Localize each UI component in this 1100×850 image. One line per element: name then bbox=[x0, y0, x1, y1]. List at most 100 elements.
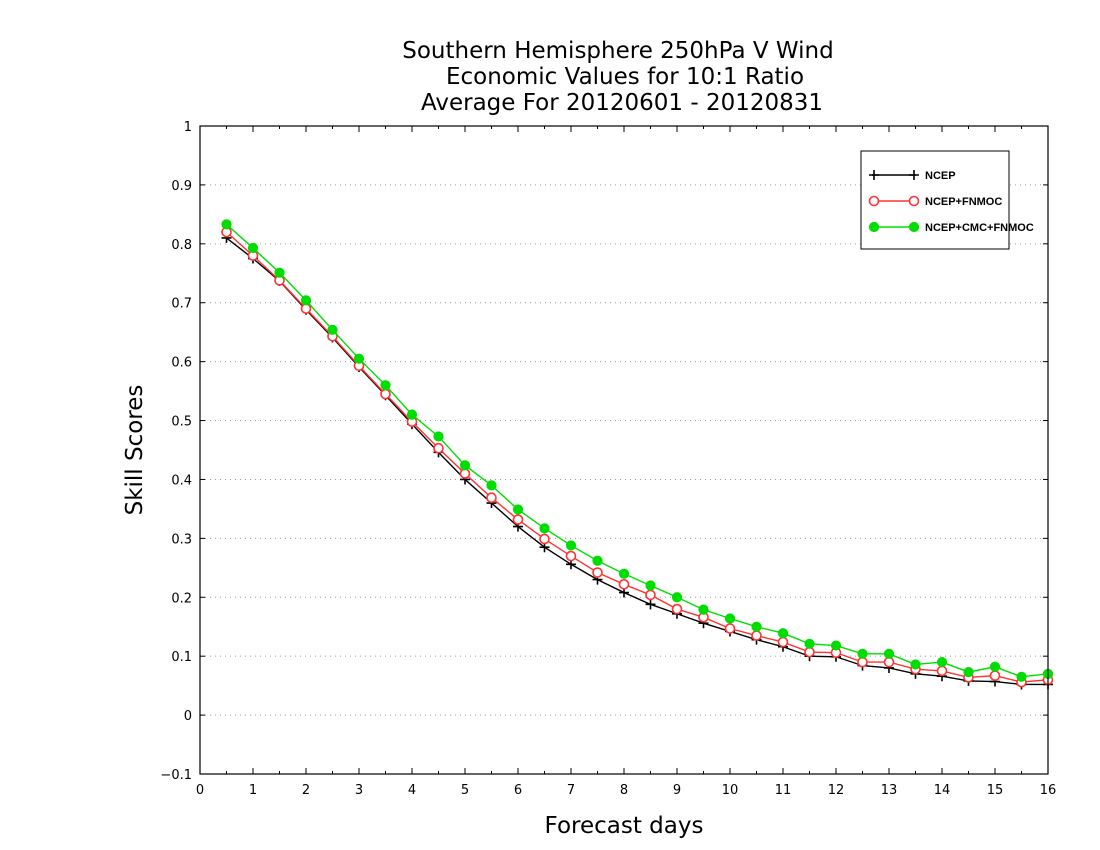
x-tick-label: 9 bbox=[673, 783, 681, 798]
data-point bbox=[486, 492, 497, 504]
legend-label: NCEP+FNMOC bbox=[925, 196, 1002, 208]
x-tick-label: 7 bbox=[567, 783, 575, 798]
legend-item: NCEP+CMC+FNMOC bbox=[868, 221, 1034, 234]
data-point bbox=[539, 523, 550, 534]
grid-lines bbox=[200, 184, 1048, 716]
x-tick-label: 4 bbox=[408, 783, 416, 798]
data-point bbox=[565, 550, 577, 562]
data-point bbox=[459, 460, 471, 471]
y-tick-label: 0.7 bbox=[171, 297, 192, 312]
data-point bbox=[433, 431, 444, 442]
x-tick-label: 2 bbox=[302, 783, 310, 798]
data-point bbox=[645, 580, 656, 591]
y-tick-label: −0.1 bbox=[160, 768, 192, 783]
data-point bbox=[777, 628, 789, 639]
data-point bbox=[618, 579, 630, 590]
plot-frame bbox=[199, 125, 1049, 775]
data-point bbox=[433, 442, 444, 454]
y-tick-label: 1 bbox=[184, 120, 192, 135]
y-tick-label: 0.5 bbox=[171, 415, 192, 430]
y-tick-label: 0.3 bbox=[171, 532, 192, 547]
x-tick-label: 8 bbox=[620, 783, 628, 798]
data-point bbox=[883, 648, 895, 659]
data-point bbox=[327, 324, 338, 335]
data-point bbox=[618, 568, 630, 579]
y-axis-ticks: −0.1 0 0.1 0.2 0.3 0.4 0.5 0.6 0.7 0.8 0.9 1 bbox=[160, 120, 1048, 783]
data-point bbox=[936, 665, 948, 677]
legend-marker-end bbox=[908, 221, 920, 233]
series-ncep bbox=[221, 232, 1053, 690]
x-tick-label: 12 bbox=[828, 783, 845, 798]
y-tick-label: 0.6 bbox=[171, 356, 192, 371]
y-tick-label: 0 bbox=[184, 709, 192, 724]
data-point bbox=[300, 295, 312, 306]
data-point bbox=[671, 592, 683, 603]
x-tick-label: 14 bbox=[934, 783, 951, 798]
data-point bbox=[592, 555, 603, 566]
y-tick-label: 0.9 bbox=[171, 179, 192, 194]
data-point bbox=[698, 604, 709, 615]
data-point bbox=[380, 380, 391, 391]
data-point bbox=[512, 514, 524, 525]
series-line bbox=[226, 223, 1049, 678]
y-tick-label: 0.2 bbox=[171, 591, 192, 606]
legend-marker-start bbox=[869, 170, 879, 180]
data-point bbox=[751, 630, 762, 641]
data-point bbox=[406, 409, 418, 420]
title-line-3: Average For 20120601 - 20120831 bbox=[421, 90, 823, 116]
data-point bbox=[645, 599, 656, 610]
x-tick-label: 15 bbox=[987, 783, 1004, 798]
legend: NCEP NCEP+FNMOC NCEP+CMC+FNMOC bbox=[860, 150, 1034, 250]
x-tick-label: 1 bbox=[249, 783, 257, 798]
series-ncep-fnmoc bbox=[221, 226, 1054, 688]
data-point bbox=[592, 567, 603, 578]
data-point bbox=[724, 623, 736, 634]
x-tick-label: 16 bbox=[1040, 783, 1057, 798]
legend-label: NCEP bbox=[925, 170, 956, 182]
series-line bbox=[226, 231, 1049, 683]
data-point bbox=[751, 621, 762, 632]
data-point bbox=[936, 656, 948, 668]
data-point bbox=[539, 533, 550, 545]
x-tick-label: 0 bbox=[196, 783, 204, 798]
data-point bbox=[777, 636, 789, 648]
data-point bbox=[910, 659, 921, 670]
data-point bbox=[989, 661, 1001, 672]
legend-box bbox=[860, 150, 1010, 250]
data-point bbox=[857, 648, 868, 659]
data-point bbox=[724, 613, 736, 624]
legend-marker-start bbox=[868, 221, 880, 233]
y-tick-label: 0.1 bbox=[171, 650, 192, 665]
legend-label: NCEP+CMC+FNMOC bbox=[925, 222, 1034, 234]
title-line-1: Southern Hemisphere 250hPa V Wind bbox=[402, 38, 833, 64]
data-point bbox=[353, 353, 365, 364]
legend-items: NCEP NCEP+FNMOC NCEP+CMC+FNMOC bbox=[868, 170, 1034, 234]
title-line-2: Economic Values for 10:1 Ratio bbox=[446, 64, 804, 90]
data-point bbox=[989, 670, 1001, 681]
data-point bbox=[671, 603, 683, 615]
x-tick-label: 13 bbox=[881, 783, 898, 798]
y-tick-label: 0.4 bbox=[171, 473, 192, 488]
legend-marker-end bbox=[909, 170, 919, 180]
legend-marker-start bbox=[868, 195, 880, 207]
series-layer bbox=[221, 219, 1054, 690]
data-point bbox=[512, 504, 524, 515]
data-point bbox=[963, 666, 974, 678]
y-axis-label: Skill Scores bbox=[122, 385, 148, 516]
data-point bbox=[486, 480, 497, 491]
legend-item: NCEP bbox=[869, 170, 956, 182]
x-tick-label: 5 bbox=[461, 783, 469, 798]
chart-title: Southern Hemisphere 250hPa V Wind Econom… bbox=[402, 38, 833, 116]
x-tick-label: 10 bbox=[722, 783, 739, 798]
series-line bbox=[226, 237, 1048, 686]
data-point bbox=[274, 267, 285, 278]
legend-marker-end bbox=[908, 195, 920, 207]
data-point bbox=[1016, 671, 1027, 682]
data-point bbox=[380, 388, 391, 400]
legend-item: NCEP+FNMOC bbox=[868, 195, 1002, 208]
data-point bbox=[565, 540, 577, 551]
data-point bbox=[830, 640, 842, 651]
data-point bbox=[645, 589, 656, 601]
x-tick-label: 11 bbox=[775, 783, 792, 798]
